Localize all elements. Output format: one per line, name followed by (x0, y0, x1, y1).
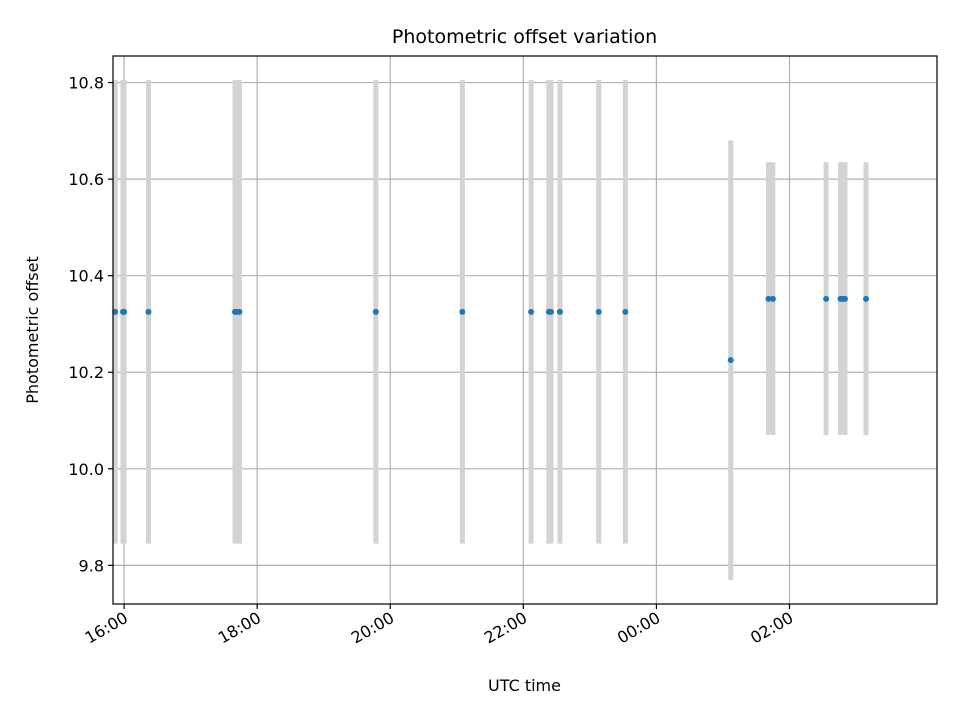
y-tick-label: 10.8 (68, 74, 104, 93)
chart-title: Photometric offset variation (392, 26, 657, 48)
data-point (595, 308, 602, 315)
data-point (823, 295, 830, 302)
data-point (236, 308, 243, 315)
x-tick-label: 18:00 (215, 608, 264, 648)
x-tick-label: 02:00 (747, 608, 796, 648)
x-tick-label: 20:00 (348, 608, 397, 648)
plot-frame (112, 55, 938, 605)
data-point (121, 308, 128, 315)
data-point (145, 308, 152, 315)
data-point (727, 357, 734, 364)
x-axis-label: UTC time (488, 676, 561, 695)
data-point (863, 295, 870, 302)
data-point (841, 295, 848, 302)
data-point (622, 308, 629, 315)
x-axis-ticks: 16:00 18:00 20:00 22:00 00:00 02:00 (82, 604, 797, 648)
y-tick-label: 10.6 (68, 170, 104, 189)
data-point (112, 308, 119, 315)
data-point (372, 308, 379, 315)
x-tick-label: 16:00 (82, 608, 131, 648)
data-point (459, 308, 466, 315)
data-point (528, 308, 535, 315)
data-point (769, 295, 776, 302)
data-point (556, 308, 563, 315)
data-point (765, 295, 772, 302)
y-axis-ticks: 9.8 10.0 10.2 10.4 10.6 10.8 (68, 74, 113, 575)
error-bars (112, 80, 869, 580)
x-tick-label: 00:00 (614, 608, 663, 648)
grid-lines (113, 56, 937, 604)
data-points (112, 295, 870, 364)
y-tick-label: 10.0 (68, 460, 104, 479)
y-axis-label: Photometric offset (23, 256, 42, 404)
data-point (548, 308, 555, 315)
x-tick-label: 22:00 (481, 608, 530, 648)
y-tick-label: 10.2 (68, 363, 104, 382)
y-tick-label: 10.4 (68, 267, 104, 286)
y-tick-label: 9.8 (79, 556, 104, 575)
